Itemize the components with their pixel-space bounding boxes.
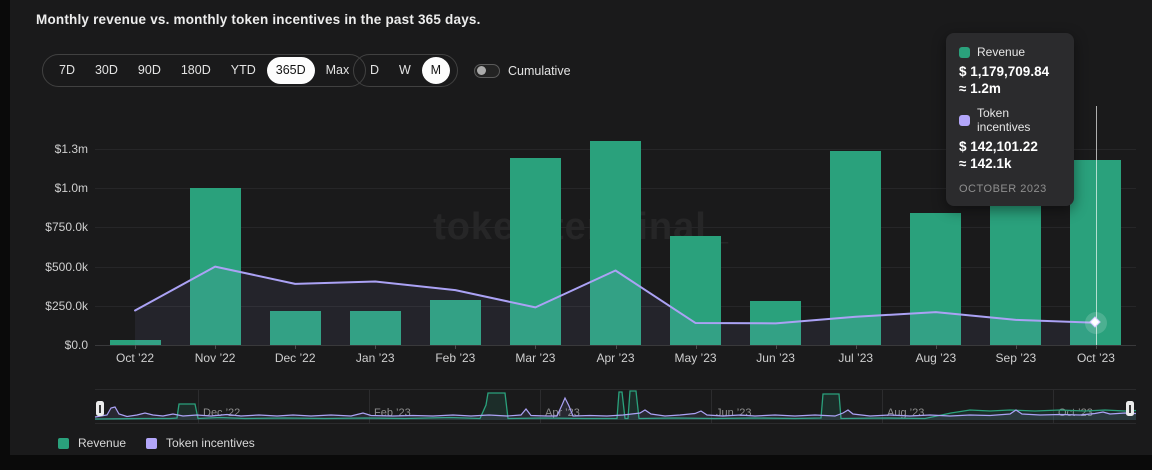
- revenue-legend-swatch-icon: [58, 437, 69, 449]
- minimap-left-handle[interactable]: [96, 401, 104, 416]
- x-axis-label: Dec ’22: [274, 351, 316, 365]
- granularity-button-w[interactable]: W: [390, 57, 420, 84]
- x-axis-tick: [695, 345, 697, 349]
- x-axis-label: Mar ’23: [515, 351, 556, 365]
- tooltip-incentives-label: Token incentives: [977, 106, 1031, 134]
- minimap-right-handle[interactable]: [1126, 401, 1134, 416]
- crosshair-line: [1095, 106, 1097, 345]
- range-button-max[interactable]: Max: [317, 57, 359, 84]
- tooltip-incentives-value: $ 142,101.22: [959, 139, 1038, 154]
- minimap-separator: [369, 390, 370, 423]
- toggle-knob-icon: [477, 66, 486, 75]
- minimap-separator: [540, 390, 541, 423]
- chart-legend: Revenue Token incentives: [58, 436, 255, 450]
- revenue-bar-feb23[interactable]: [429, 299, 481, 345]
- y-axis-label: $250.0k: [45, 298, 88, 313]
- revenue-bar-jul23[interactable]: [830, 150, 882, 345]
- minimap-separator: [198, 390, 199, 423]
- left-frame: [0, 0, 10, 470]
- x-axis-label: Jan ’23: [355, 351, 395, 365]
- tooltip-revenue-approx: ≈ 1.2m: [959, 81, 1001, 96]
- panel-background: Monthly revenue vs. monthly token incent…: [10, 0, 1152, 455]
- granularity-button-m[interactable]: M: [421, 57, 450, 84]
- y-axis-label: $1.0m: [54, 181, 88, 196]
- revenue-bar-sep23[interactable]: [990, 199, 1042, 345]
- minimap-separator: [1053, 390, 1054, 423]
- legend-item-revenue[interactable]: Revenue: [58, 436, 126, 450]
- chart-tooltip: Revenue $ 1,179,709.84 ≈ 1.2m Token ince…: [946, 33, 1074, 206]
- granularity-button-d[interactable]: D: [361, 57, 388, 84]
- y-axis-label: $750.0k: [45, 220, 88, 235]
- time-range-selector: 7D 30D 90D 180D YTD 365D Max: [42, 54, 367, 87]
- x-axis-tick: [615, 345, 617, 349]
- bottom-frame: [0, 455, 1152, 470]
- x-axis-tick: [855, 345, 857, 349]
- legend-revenue-label: Revenue: [78, 436, 127, 450]
- tooltip-incentives-approx: ≈ 142.1k: [959, 156, 1012, 171]
- range-button-180d[interactable]: 180D: [172, 57, 220, 84]
- cumulative-toggle[interactable]: [474, 63, 500, 78]
- revenue-bar-aug23[interactable]: [910, 213, 962, 345]
- x-axis-label: Jul ’23: [838, 351, 874, 365]
- range-button-30d[interactable]: 30D: [86, 57, 127, 84]
- x-axis-label: Aug ’23: [915, 351, 957, 365]
- x-axis-tick: [1095, 345, 1097, 349]
- minimap-border: [95, 423, 1136, 424]
- x-axis-label: Jun ’23: [756, 351, 795, 365]
- revenue-bar-oct22[interactable]: [109, 339, 161, 345]
- revenue-bar-nov22[interactable]: [189, 188, 241, 345]
- x-axis-label: Nov ’22: [194, 351, 236, 365]
- page-title: Monthly revenue vs. monthly token incent…: [36, 12, 481, 27]
- revenue-bar-jan23[interactable]: [349, 311, 401, 345]
- x-axis-tick: [215, 345, 217, 349]
- range-button-365d[interactable]: 365D: [266, 57, 315, 84]
- range-button-ytd[interactable]: YTD: [222, 57, 265, 84]
- cumulative-control: Cumulative: [474, 54, 571, 87]
- tooltip-period: OCTOBER 2023: [959, 183, 1047, 195]
- x-axis-tick: [775, 345, 777, 349]
- x-axis-label: Oct ’23: [1076, 351, 1115, 365]
- x-axis-label: Oct ’22: [116, 351, 155, 365]
- x-axis-tick: [375, 345, 377, 349]
- x-axis-label: May ’23: [674, 351, 717, 365]
- minimap-series: [94, 390, 1137, 420]
- x-axis-tick: [295, 345, 297, 349]
- x-axis-label: Feb ’23: [435, 351, 476, 365]
- revenue-bar-dec22[interactable]: [269, 310, 321, 345]
- range-button-90d[interactable]: 90D: [129, 57, 170, 84]
- y-axis-label: $500.0k: [45, 259, 88, 274]
- x-axis-tick: [1015, 345, 1017, 349]
- x-axis-tick: [455, 345, 457, 349]
- cumulative-label: Cumulative: [508, 63, 571, 78]
- incentives-swatch-icon: [959, 114, 970, 126]
- revenue-bar-mar23[interactable]: [509, 158, 561, 345]
- y-axis-label: $1.3m: [54, 142, 88, 156]
- x-axis-label: Apr ’23: [596, 351, 635, 365]
- x-axis-tick: [135, 345, 137, 349]
- minimap-border: [95, 389, 1136, 390]
- legend-incentives-label: Token incentives: [166, 436, 255, 450]
- revenue-bar-may23[interactable]: [670, 236, 722, 345]
- y-axis-label: $0.0: [64, 338, 88, 352]
- legend-item-incentives[interactable]: Token incentives: [146, 436, 255, 450]
- revenue-bar-apr23[interactable]: [590, 141, 641, 345]
- revenue-swatch-icon: [959, 46, 970, 58]
- x-axis-tick: [535, 345, 537, 349]
- incentives-legend-swatch-icon: [146, 437, 158, 449]
- range-button-7d[interactable]: 7D: [50, 57, 84, 84]
- revenue-bar-jun23[interactable]: [750, 301, 802, 345]
- x-axis-tick: [935, 345, 937, 349]
- minimap-separator: [882, 390, 883, 423]
- x-axis-label: Sep ’23: [995, 351, 1037, 365]
- minimap-separator: [711, 390, 712, 423]
- tooltip-revenue-label: Revenue: [977, 45, 1026, 59]
- tooltip-revenue-value: $ 1,179,709.84: [959, 64, 1050, 79]
